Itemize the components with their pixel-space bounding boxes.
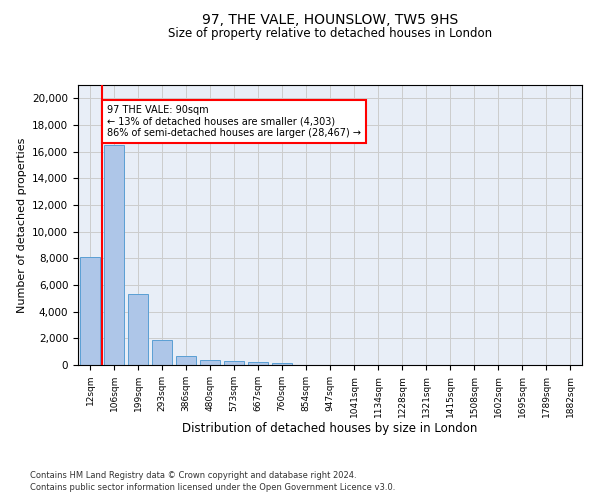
X-axis label: Distribution of detached houses by size in London: Distribution of detached houses by size … (182, 422, 478, 436)
Text: Contains public sector information licensed under the Open Government Licence v3: Contains public sector information licen… (30, 484, 395, 492)
Y-axis label: Number of detached properties: Number of detached properties (17, 138, 26, 312)
Bar (200, 360, 220, 365)
Text: Size of property relative to detached houses in London: Size of property relative to detached ho… (168, 28, 492, 40)
Text: Contains HM Land Registry data © Crown copyright and database right 2024.: Contains HM Land Registry data © Crown c… (30, 471, 356, 480)
Bar (128, 294, 148, 365)
Text: 97, THE VALE, HOUNSLOW, TW5 9HS: 97, THE VALE, HOUNSLOW, TW5 9HS (202, 12, 458, 26)
Bar (224, 361, 244, 365)
Text: 97 THE VALE: 90sqm
← 13% of detached houses are smaller (4,303)
86% of semi-deta: 97 THE VALE: 90sqm ← 13% of detached hou… (107, 105, 361, 138)
Bar (104, 145, 124, 365)
Bar (80, 257, 100, 365)
Bar (248, 362, 268, 365)
Bar (152, 340, 172, 365)
Bar (176, 356, 196, 365)
Bar (272, 362, 292, 365)
